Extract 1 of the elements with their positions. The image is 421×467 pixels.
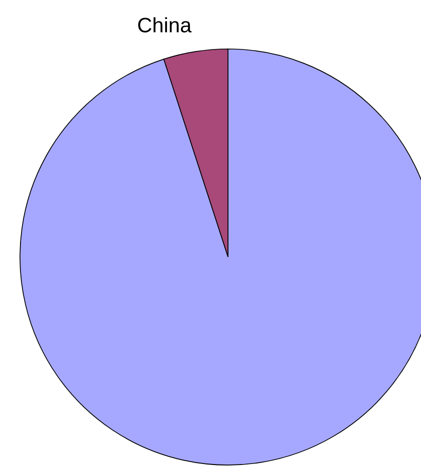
slice-label: China bbox=[138, 17, 192, 32]
